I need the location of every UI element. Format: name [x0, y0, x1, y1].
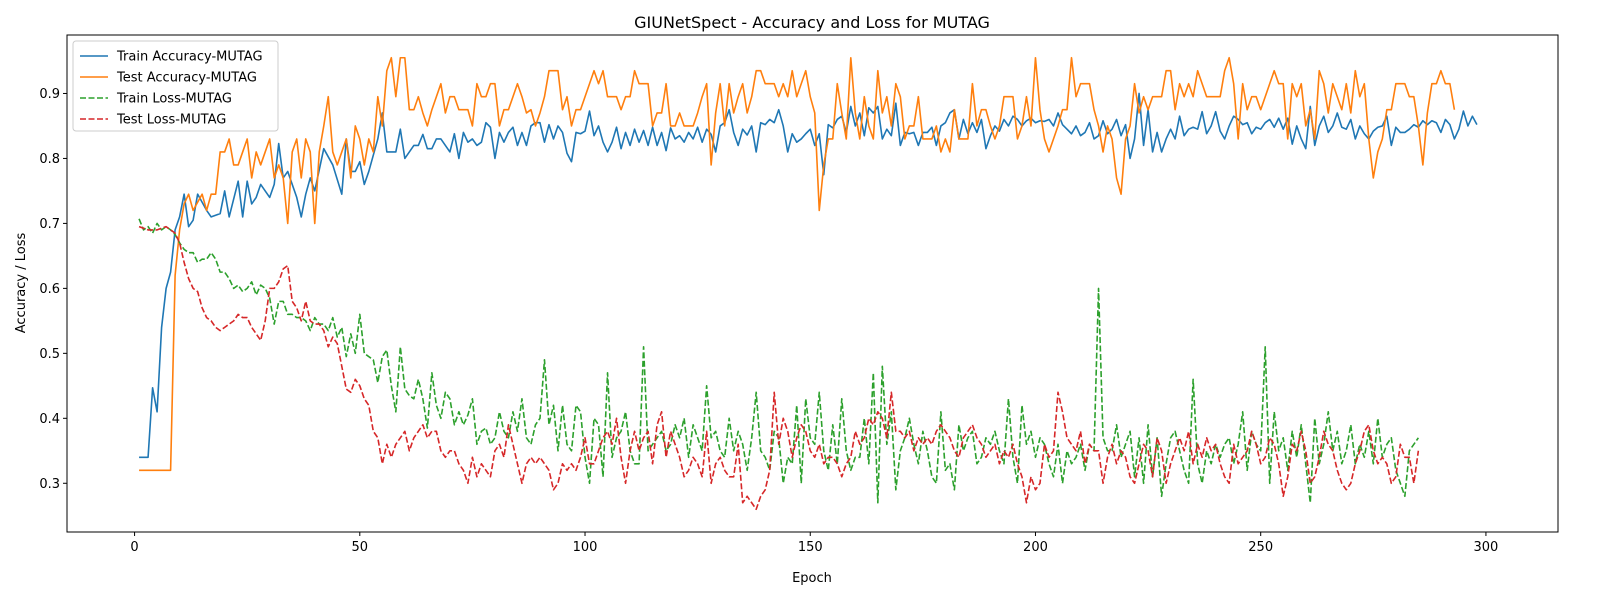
x-axis-label: Epoch	[792, 571, 832, 586]
y-tick-label: 0.7	[39, 217, 60, 232]
series-line-test-accuracy-mutag	[139, 56, 1456, 472]
legend-box	[72, 40, 279, 132]
y-tick-label: 0.5	[39, 347, 60, 362]
y-tick-label: 0.6	[39, 282, 60, 297]
y-tick-label: 0.4	[39, 412, 60, 427]
x-tick-label: 100	[573, 540, 598, 555]
x-axis: 0 50 100 150 200 250 300	[130, 532, 1498, 555]
y-tick-label: 0.9	[39, 87, 60, 102]
legend-label-test-loss-mutag: Test Loss-MUTAG	[116, 113, 226, 128]
legend-label-test-accuracy-mutag: Test Accuracy-MUTAG	[116, 71, 257, 86]
legend-label-train-accuracy-mutag: Train Accuracy-MUTAG	[116, 50, 263, 65]
x-tick-label: 0	[130, 540, 138, 555]
series-line-test-loss-mutag	[138, 225, 1420, 511]
y-axis-label: Accuracy / Loss	[14, 233, 29, 334]
x-tick-label: 300	[1474, 540, 1499, 555]
legend-label-train-loss-mutag: Train Loss-MUTAG	[116, 92, 232, 107]
y-tick-label: 0.3	[39, 477, 60, 492]
y-tick-label: 0.8	[39, 152, 60, 167]
x-tick-label: 50	[352, 540, 369, 555]
axes-frame	[66, 34, 1559, 533]
legend: Train Accuracy-MUTAG Test Accuracy-MUTAG T…	[72, 40, 279, 132]
y-axis: 0.3 0.4 0.5 0.6 0.7 0.8 0.9	[39, 87, 67, 492]
plot-area	[138, 56, 1478, 511]
x-tick-label: 150	[798, 540, 823, 555]
series-line-train-accuracy-mutag	[139, 92, 1478, 459]
chart-title: GIUNetSpect - Accuracy and Loss for MUTA…	[634, 13, 990, 32]
x-tick-label: 200	[1023, 540, 1048, 555]
x-tick-label: 250	[1248, 540, 1273, 555]
